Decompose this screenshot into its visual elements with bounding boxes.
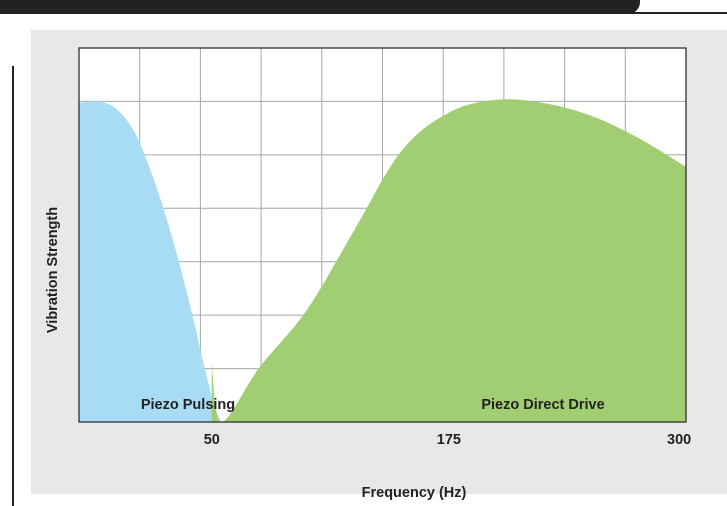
top-header-bar — [0, 0, 640, 14]
chart-panel: Piezo Pulsing Piezo Direct Drive 50 175 300 … — [31, 30, 727, 501]
series-area-1 — [211, 99, 686, 422]
top-rule — [610, 12, 727, 14]
plot-frame — [78, 47, 687, 423]
y-axis-label: Vibration Strength — [45, 206, 61, 334]
x-tick-label: 300 — [667, 432, 691, 448]
x-tick-label: 175 — [437, 432, 461, 448]
left-rule — [12, 66, 14, 506]
x-axis-label: Frequency (Hz) — [361, 485, 467, 501]
series-label-piezo-pulsing: Piezo Pulsing — [141, 397, 235, 413]
x-tick-label: 50 — [204, 432, 220, 448]
series-label-piezo-direct-drive: Piezo Direct Drive — [481, 397, 604, 413]
series-area-0 — [79, 101, 222, 422]
chart-svg: Piezo Pulsing Piezo Direct Drive 50 175 300 — [78, 47, 691, 448]
